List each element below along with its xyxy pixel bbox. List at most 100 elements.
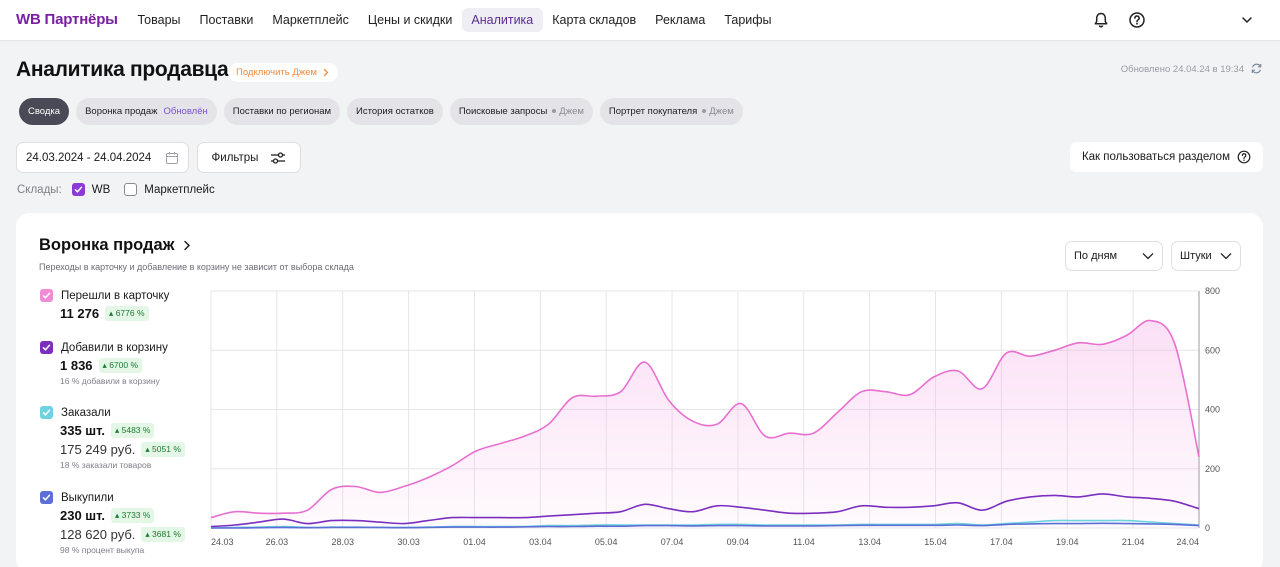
nav-item-prices[interactable]: Цены и скидки: [367, 13, 453, 27]
growth-badge-value: 3733 %: [121, 510, 151, 520]
series-line: [210, 319, 1200, 519]
metric-label: Перешли в карточку: [61, 289, 170, 302]
chevron-right-icon: [184, 240, 191, 251]
how-to-use-button[interactable]: Как пользоваться разделом: [1069, 142, 1263, 172]
metric-value: 11 276: [60, 306, 100, 321]
metric-checkbox[interactable]: [40, 406, 53, 419]
metric-checkbox[interactable]: [40, 491, 53, 504]
funnel-title-text: Воронка продаж: [39, 236, 175, 254]
series-line: [210, 493, 1200, 528]
x-tick-label: 21.04: [1122, 537, 1145, 547]
y-tick-label: 0: [1205, 523, 1210, 533]
x-tick-label: 24.03: [211, 537, 234, 547]
metric-value: 1 836: [60, 358, 93, 373]
chevron-down-icon: [1220, 253, 1232, 260]
period-select[interactable]: По дням: [1065, 241, 1163, 271]
refresh-icon[interactable]: [1250, 62, 1263, 75]
top-navbar: WB Партнёры Товары Поставки Маркетплейс …: [0, 0, 1280, 41]
sales-funnel-card: Воронка продаж Переходы в карточку и доб…: [16, 213, 1263, 567]
connect-jam-link[interactable]: Подключить Джем: [228, 63, 338, 82]
growth-badge-value: 5051 %: [152, 444, 181, 454]
metric-note: 18 % заказали товаров: [60, 460, 152, 470]
bell-icon[interactable]: [1092, 11, 1110, 29]
x-tick-label: 15.04: [924, 537, 947, 547]
nav-item-tariffs[interactable]: Тарифы: [724, 13, 772, 27]
help-circle-icon: [1237, 150, 1251, 164]
nav-item-ads[interactable]: Реклама: [655, 13, 706, 27]
x-tick-label: 01.04: [463, 537, 486, 547]
x-tick-label: 07.04: [661, 537, 684, 547]
series-area: [211, 320, 1199, 528]
x-tick-label: 26.03: [266, 537, 289, 547]
filters-label: Фильтры: [211, 151, 259, 164]
x-tick-label: 03.04: [529, 537, 552, 547]
nav-item-warehouse-map[interactable]: Карта складов: [552, 13, 637, 27]
tab-summary[interactable]: Сводка: [19, 98, 70, 125]
tab-jam-badge: Джем: [709, 106, 734, 117]
date-range-picker[interactable]: 24.03.2024 - 24.04.2024: [16, 142, 189, 173]
tab-buyer-portrait[interactable]: Портрет покупателя Джем: [599, 98, 743, 125]
period-select-value: По дням: [1074, 250, 1118, 262]
x-tick-label: 09.04: [727, 537, 750, 547]
funnel-subtitle: Переходы в карточку и добавление в корзи…: [39, 262, 354, 272]
metric-value: 335 шт.: [60, 423, 105, 438]
check-icon: [42, 494, 51, 501]
metric-checkbox[interactable]: [40, 289, 53, 302]
warehouse-wb-label: WB: [91, 183, 111, 196]
logo[interactable]: WB Партнёры: [16, 11, 118, 28]
tab-regional-supplies[interactable]: Поставки по регионам: [223, 98, 341, 125]
tab-jam-badge: Джем: [559, 106, 584, 117]
growth-badge: ▴ 3733 %: [110, 508, 155, 523]
warehouses-label: Склады:: [17, 183, 62, 196]
series-line: [211, 522, 1200, 529]
tab-search-queries[interactable]: Поисковые запросы Джем: [449, 98, 593, 125]
account-chevron-down-icon[interactable]: [1238, 11, 1256, 29]
metric-note: 16 % добавили в корзину: [60, 376, 160, 386]
y-tick-label: 600: [1205, 345, 1220, 355]
funnel-title[interactable]: Воронка продаж: [39, 236, 191, 255]
nav-item-analytics[interactable]: Аналитика: [461, 8, 543, 32]
warehouse-wb-checkbox[interactable]: [71, 183, 85, 196]
sliders-icon: [271, 151, 286, 164]
tab-label: Поисковые запросы: [458, 106, 548, 117]
unit-select[interactable]: Штуки: [1171, 241, 1241, 271]
help-icon[interactable]: [1128, 11, 1146, 29]
chevron-right-icon: [323, 68, 329, 77]
check-icon: [42, 344, 51, 351]
y-tick-label: 800: [1205, 286, 1220, 296]
metric-added-to-cart: Добавили в корзину 1 836 ▴ 6700 % 16 % д…: [40, 341, 168, 386]
x-tick-label: 19.04: [1056, 537, 1079, 547]
funnel-chart: 0 200 400 600 800 24.03 26.03 28.03 30.03 01.04 03…: [210, 286, 1220, 547]
y-tick-label: 200: [1205, 464, 1220, 474]
updated-timestamp: Обновлено 24.04.24 в 19:34: [1120, 64, 1244, 75]
warehouse-filter: Склады: WB Маркетплейс: [17, 183, 229, 196]
x-tick-label: 30.03: [397, 537, 420, 547]
date-range-value: 24.03.2024 - 24.04.2024: [26, 151, 152, 164]
tab-label: Воронка продаж: [85, 106, 158, 117]
nav-item-supplies[interactable]: Поставки: [199, 13, 254, 27]
growth-badge: ▴ 5051 %: [141, 442, 185, 457]
connect-jam-label: Подключить Джем: [236, 67, 317, 78]
x-tick-label: 24.04: [1176, 537, 1199, 547]
nav-item-marketplace[interactable]: Маркетплейс: [272, 13, 349, 27]
main-nav: Товары Поставки Маркетплейс Цены и скидк…: [128, 8, 781, 32]
filters-button[interactable]: Фильтры: [197, 142, 301, 173]
tab-sales-funnel[interactable]: Воронка продаж Обновлён: [76, 98, 217, 125]
growth-badge-value: 5483 %: [121, 425, 151, 435]
check-icon: [42, 409, 51, 416]
metric-label: Добавили в корзину: [61, 341, 168, 354]
dot-icon: [552, 109, 557, 113]
metric-value-rub: 175 249 руб.: [60, 442, 136, 457]
page-title: Аналитика продавца: [16, 58, 229, 81]
metric-checkbox[interactable]: [40, 341, 53, 354]
warehouse-marketplace-checkbox[interactable]: [124, 183, 138, 196]
nav-item-products[interactable]: Товары: [137, 13, 181, 27]
tab-stock-history[interactable]: История остатков: [347, 98, 443, 125]
unit-select-value: Штуки: [1180, 250, 1212, 262]
metric-bought-out: Выкупили 230 шт. ▴ 3733 % 128 620 руб. ▴…: [40, 491, 185, 555]
growth-badge: ▴ 6700 %: [98, 358, 143, 373]
chevron-down-icon: [1142, 253, 1154, 260]
check-icon: [74, 186, 82, 193]
analytics-tabs: Сводка Воронка продаж Обновлён Поставки п…: [19, 98, 743, 125]
metric-ordered: Заказали 335 шт. ▴ 5483 % 175 249 руб. ▴…: [40, 406, 185, 470]
